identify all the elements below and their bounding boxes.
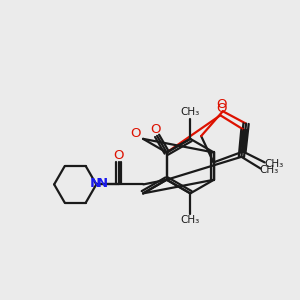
Text: N: N [96, 177, 107, 190]
Text: CH₃: CH₃ [181, 215, 200, 225]
Text: O: O [113, 149, 124, 162]
Text: O: O [216, 98, 226, 111]
Text: CH₃: CH₃ [264, 159, 284, 169]
Text: CH₃: CH₃ [181, 107, 200, 117]
Text: CH₃: CH₃ [260, 165, 279, 175]
Text: O: O [150, 122, 161, 136]
Text: O: O [130, 127, 141, 140]
Text: N: N [90, 177, 101, 190]
Text: O: O [217, 102, 227, 115]
